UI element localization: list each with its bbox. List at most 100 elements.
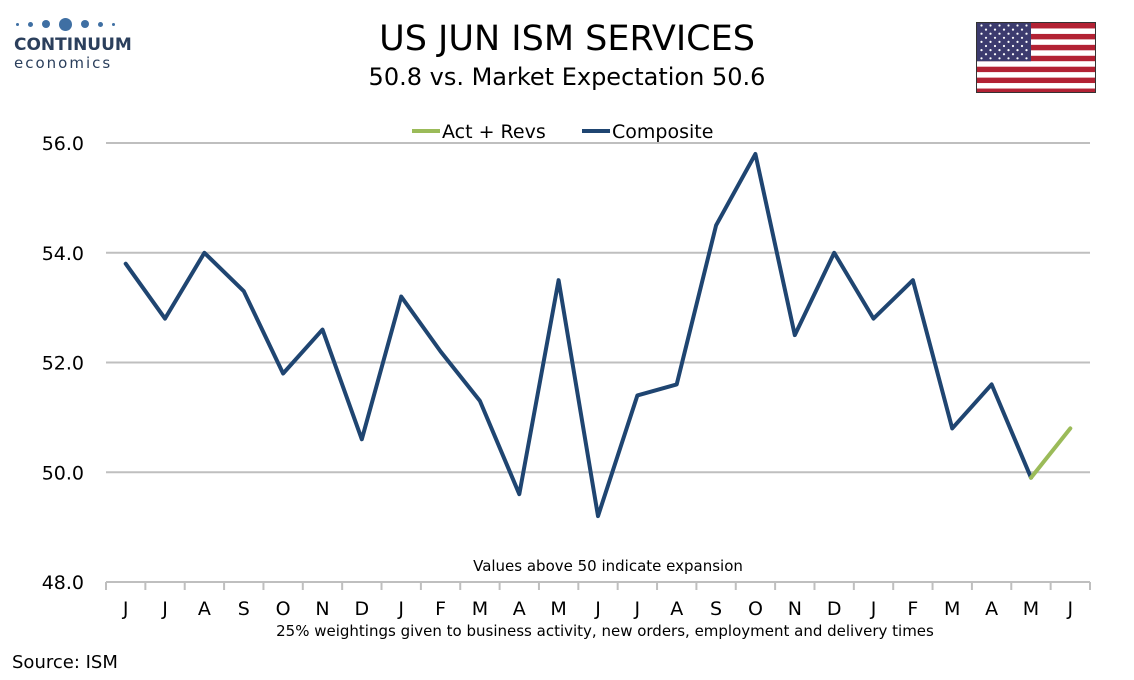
y-tick-label: 48.0 [42,572,84,594]
x-axis [105,581,1091,590]
flag-star [1025,57,1028,60]
flag-stripe [977,33,1095,40]
x-tick-label: J [1067,598,1074,620]
legend: Act + Revs Composite [412,121,713,143]
flag-star [980,24,983,27]
x-tick-label: M [1023,598,1039,620]
flag-star [1011,44,1015,48]
flag-star [1007,24,1010,27]
x-tick-label: F [907,598,918,620]
flag-star [1020,28,1024,31]
flag-star [980,32,983,35]
flag-star [993,44,997,48]
flag-star [1011,36,1015,39]
x-tick-label: J [870,598,877,620]
x-tick-label: F [435,598,446,620]
y-tick-label: 54.0 [42,243,84,265]
gridlines [106,142,1090,474]
flag-stripe [977,61,1095,67]
logo-wordmark: CONTINUUM [14,35,132,55]
flag-star [1007,49,1010,52]
x-tick-label: M [944,598,960,620]
us-flag-icon [976,22,1096,93]
flag-star [1016,32,1019,35]
flag-star [993,28,997,31]
flag-star [993,53,997,56]
logo-dots-icon [16,14,134,34]
flag-star [984,36,988,39]
flag-star [1002,36,1006,39]
flag-star [1016,40,1019,43]
y-tick-labels: 48.0 50.0 52.0 54.0 56.0 [42,133,84,594]
flag-star [1011,28,1015,31]
x-tick-label: A [985,598,998,620]
flag-stripe [977,66,1095,73]
logo-tagline: economics [14,54,113,72]
flag-star [989,32,992,35]
flag-star [1011,53,1015,56]
flag-stripe [977,23,1095,29]
flag-stripe [977,39,1095,46]
x-tick-label: A [670,598,683,620]
flag-star [1007,57,1010,60]
x-tick-label: J [161,598,168,620]
flag-star [984,44,988,48]
flag-star [1002,53,1006,56]
y-tick-label: 56.0 [42,133,84,155]
flag-star [984,28,988,31]
chart-title: US JUN ISM SERVICES [379,19,755,59]
series-lines [123,152,1073,519]
flag-stripe [977,77,1095,84]
flag-stripe [977,55,1095,62]
flag-star [1007,40,1010,43]
flag-star [980,40,983,43]
flag-star [993,36,997,39]
weightings-note: 25% weightings given to business activit… [276,622,934,640]
flag-star [1002,44,1006,48]
flag-star [1020,36,1024,39]
flag-star [1007,32,1010,35]
flag-star [1025,40,1028,43]
flag-stripe [977,88,1095,92]
chart-subtitle: 50.8 vs. Market Expectation 50.6 [368,63,766,91]
flag-star [1025,32,1028,35]
flag-star [1020,53,1024,56]
flag-star [998,40,1001,43]
flag-stripe [977,72,1095,78]
flag-star [1020,44,1024,48]
x-tick-label: J [594,598,601,620]
x-tick-label: S [238,598,250,620]
x-tick-label: N [788,598,802,620]
flag-star [984,53,988,56]
x-tick-label: O [276,598,291,620]
flag-stripe [977,28,1095,35]
x-tick-label: M [472,598,488,620]
legend-label: Composite [612,121,713,143]
flag-star [980,57,983,60]
flag-star [1025,49,1028,52]
flag-stripe [977,44,1095,51]
x-tick-label: J [634,598,641,620]
flag-star [1002,28,1006,31]
y-tick-label: 50.0 [42,462,84,484]
flag-star [989,24,992,27]
flag-star [989,40,992,43]
continuum-logo: CONTINUUM economics [14,14,134,71]
flag-star [989,57,992,60]
flag-star [1016,49,1019,52]
x-tick-label: O [748,598,763,620]
x-tick-label: D [827,598,842,620]
flag-star [998,49,1001,52]
flag-star [998,24,1001,27]
flag-star [1016,24,1019,27]
flag-star [1025,24,1028,27]
x-tick-label: A [198,598,211,620]
series-line-composite [123,152,1033,519]
y-tick-label: 52.0 [42,353,84,375]
flag-star [1016,57,1019,60]
x-tick-label: A [513,598,526,620]
flag-star [980,49,983,52]
x-tick-label: S [710,598,722,620]
